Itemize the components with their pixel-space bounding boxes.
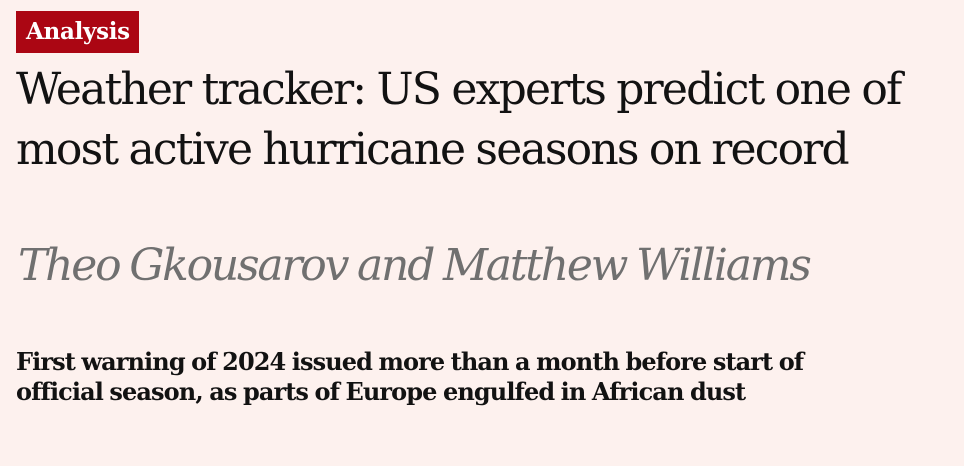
article-headline: Weather tracker: US experts predict one … bbox=[16, 64, 902, 175]
section-kicker-label[interactable]: Analysis bbox=[16, 11, 139, 53]
article-standfirst: First warning of 2024 issued more than a… bbox=[16, 347, 804, 406]
article-byline[interactable]: Theo Gkousarov and Matthew Williams bbox=[18, 240, 812, 291]
